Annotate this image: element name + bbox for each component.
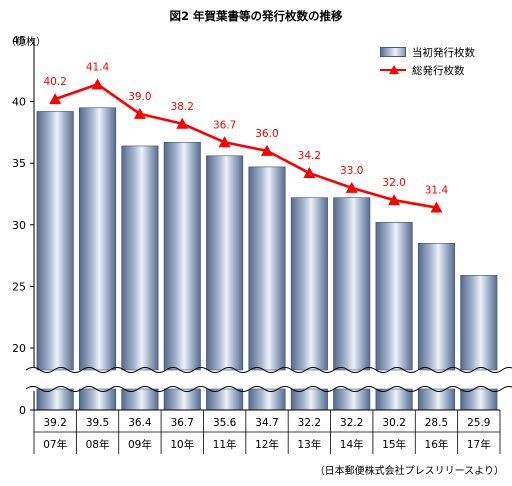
line-value-label: 33.0 bbox=[340, 165, 363, 177]
line-point-marker bbox=[176, 117, 189, 129]
y-axis-unit-label: （億枚） bbox=[6, 37, 46, 48]
source-note: （日本郵便株式会社プレスリリースより） bbox=[314, 466, 504, 477]
legend-line-label: 総発行枚数 bbox=[412, 64, 465, 77]
line-value-label: 34.2 bbox=[298, 150, 321, 162]
bar-stub bbox=[163, 388, 201, 411]
y-tick-label: 40 bbox=[12, 96, 26, 109]
chart-title: 図2 年賀葉書等の発行枚数の推移 bbox=[169, 9, 343, 23]
bar-value-label: 34.7 bbox=[255, 417, 278, 429]
x-tick-label: 12年 bbox=[255, 438, 279, 451]
y-tick-label: 25 bbox=[12, 280, 26, 293]
bar-value-label: 39.2 bbox=[43, 417, 66, 429]
x-tick-label: 08年 bbox=[86, 438, 110, 451]
bar bbox=[79, 107, 117, 371]
bar bbox=[121, 145, 159, 371]
y-tick-label: 45 bbox=[12, 34, 26, 47]
bar bbox=[375, 222, 413, 371]
line-point-marker bbox=[133, 107, 146, 119]
line-value-label: 39.0 bbox=[128, 91, 151, 103]
line-point-marker bbox=[345, 181, 358, 193]
x-tick-label: 16年 bbox=[425, 438, 449, 451]
line-value-label: 36.0 bbox=[255, 128, 278, 140]
x-tick-label: 10年 bbox=[170, 438, 194, 451]
bar bbox=[333, 197, 371, 371]
line-value-label: 31.4 bbox=[425, 185, 449, 197]
bar-stub bbox=[375, 388, 413, 411]
line-point-marker bbox=[49, 93, 62, 105]
axis-break-line-upper bbox=[25, 367, 512, 373]
legend: 当初発行枚数 総発行枚数 bbox=[380, 43, 475, 79]
bar-stub bbox=[206, 388, 244, 411]
x-tick-label: 15年 bbox=[382, 438, 406, 451]
legend-line-swatch bbox=[380, 65, 406, 75]
line-point-marker bbox=[388, 194, 401, 206]
line-point-marker bbox=[303, 167, 316, 179]
bar bbox=[206, 155, 244, 371]
total-issued-line bbox=[54, 83, 437, 209]
x-tick-label: 13年 bbox=[297, 438, 321, 451]
line-point-marker bbox=[218, 136, 231, 148]
bar-value-label: 30.2 bbox=[382, 417, 405, 429]
line-value-label: 40.2 bbox=[43, 76, 66, 88]
bar-value-label: 25.9 bbox=[467, 417, 490, 429]
line-point-marker bbox=[91, 78, 104, 90]
line-point-marker bbox=[430, 201, 443, 213]
bar bbox=[460, 275, 498, 371]
x-tick-label: 07年 bbox=[43, 438, 67, 451]
bar-value-label: 32.2 bbox=[340, 417, 363, 429]
legend-bar-label: 当初発行枚数 bbox=[412, 46, 475, 59]
axis-break-line-lower bbox=[25, 386, 512, 392]
line-value-label: 41.4 bbox=[86, 61, 110, 73]
legend-bar-swatch bbox=[380, 47, 406, 57]
bar-stub bbox=[248, 388, 286, 411]
bar-value-label: 35.6 bbox=[213, 417, 237, 429]
bar bbox=[290, 197, 328, 371]
bar-stub bbox=[417, 388, 455, 411]
x-tick-label: 11年 bbox=[213, 438, 237, 451]
bar-value-label: 28.5 bbox=[425, 417, 448, 429]
axis-break-band bbox=[26, 371, 504, 388]
y-tick-label: 30 bbox=[12, 219, 26, 232]
bar-value-label: 36.7 bbox=[171, 417, 194, 429]
line-point-marker bbox=[261, 144, 273, 156]
bar bbox=[417, 242, 455, 371]
legend-item-line: 総発行枚数 bbox=[380, 61, 475, 79]
bar-stub bbox=[79, 388, 117, 411]
line-value-label: 36.7 bbox=[213, 119, 236, 131]
bar-value-label: 39.5 bbox=[86, 417, 109, 429]
bar-value-label: 36.4 bbox=[128, 417, 152, 429]
bar-value-label: 32.2 bbox=[298, 417, 321, 429]
line-value-label: 38.2 bbox=[171, 101, 194, 113]
line-value-label: 32.0 bbox=[382, 177, 405, 189]
bar-stub bbox=[460, 388, 498, 411]
legend-item-bar: 当初発行枚数 bbox=[380, 43, 475, 61]
bar bbox=[36, 111, 74, 371]
bar-stub bbox=[290, 388, 328, 411]
bar-stub bbox=[333, 388, 371, 411]
x-tick-label: 17年 bbox=[467, 438, 491, 451]
x-tick-label: 14年 bbox=[340, 438, 364, 451]
bar-stub bbox=[121, 388, 159, 411]
bar bbox=[163, 141, 201, 371]
y-tick-label: 0 bbox=[19, 404, 26, 417]
bar bbox=[248, 166, 286, 371]
bar-stub bbox=[36, 388, 74, 411]
y-tick-label: 35 bbox=[12, 157, 26, 170]
y-tick-label: 20 bbox=[12, 342, 26, 355]
x-tick-label: 09年 bbox=[128, 438, 152, 451]
